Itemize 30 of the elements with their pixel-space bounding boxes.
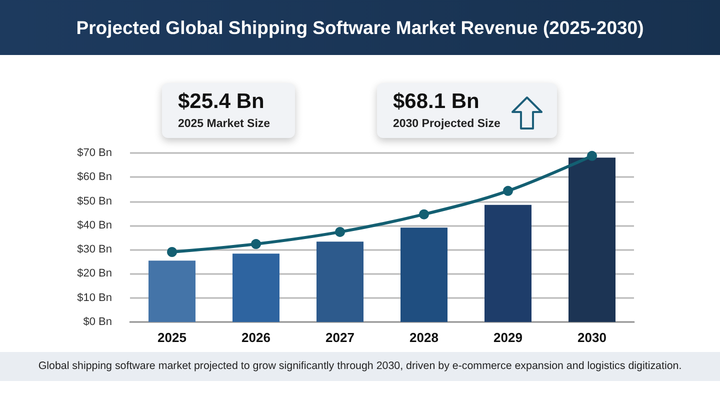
x-tick-label: 2026: [242, 330, 270, 345]
y-tick-label: $50 Bn: [77, 195, 112, 208]
bar: [400, 228, 448, 322]
bar: [484, 204, 532, 322]
point: [251, 239, 261, 250]
y-tick-label: $0 Bn: [83, 316, 112, 328]
point: [419, 209, 429, 220]
x-tick-label: 2028: [410, 330, 438, 345]
y-tick-label: $70 Bn: [77, 147, 112, 159]
y-tick-label: $30 Bn: [77, 244, 112, 256]
bar: [148, 260, 196, 322]
x-tick-label: 2027: [326, 330, 354, 345]
y-tick-label: $20 Bn: [77, 268, 112, 280]
bar: [232, 254, 280, 322]
stat-card: $25.4 Bn 2025 Market Size: [162, 83, 295, 138]
chart-title: Projected Global Shipping Software Market Revenue (2025-2030): [0, 0, 720, 55]
y-tick-label: $40 Bn: [77, 219, 112, 232]
bar: [568, 158, 616, 322]
text: Global shipping software market projected to grow significantly through 2030, driven by e-commerce expansion and logistics digitization.: [0, 352, 720, 381]
bar: [316, 242, 364, 322]
x-tick-label: 2030: [578, 330, 606, 345]
point: [335, 226, 345, 237]
y-tick-label: $60 Bn: [77, 171, 112, 184]
x-tick-label: 2025: [158, 330, 186, 345]
x-tick-label: 2029: [494, 330, 522, 345]
y-tick-label: $10 Bn: [77, 292, 112, 304]
point: [503, 186, 513, 196]
point: [167, 246, 177, 257]
stat-card: $68.1 Bn 2030 Projected Size: [377, 83, 557, 138]
point: [587, 150, 597, 161]
